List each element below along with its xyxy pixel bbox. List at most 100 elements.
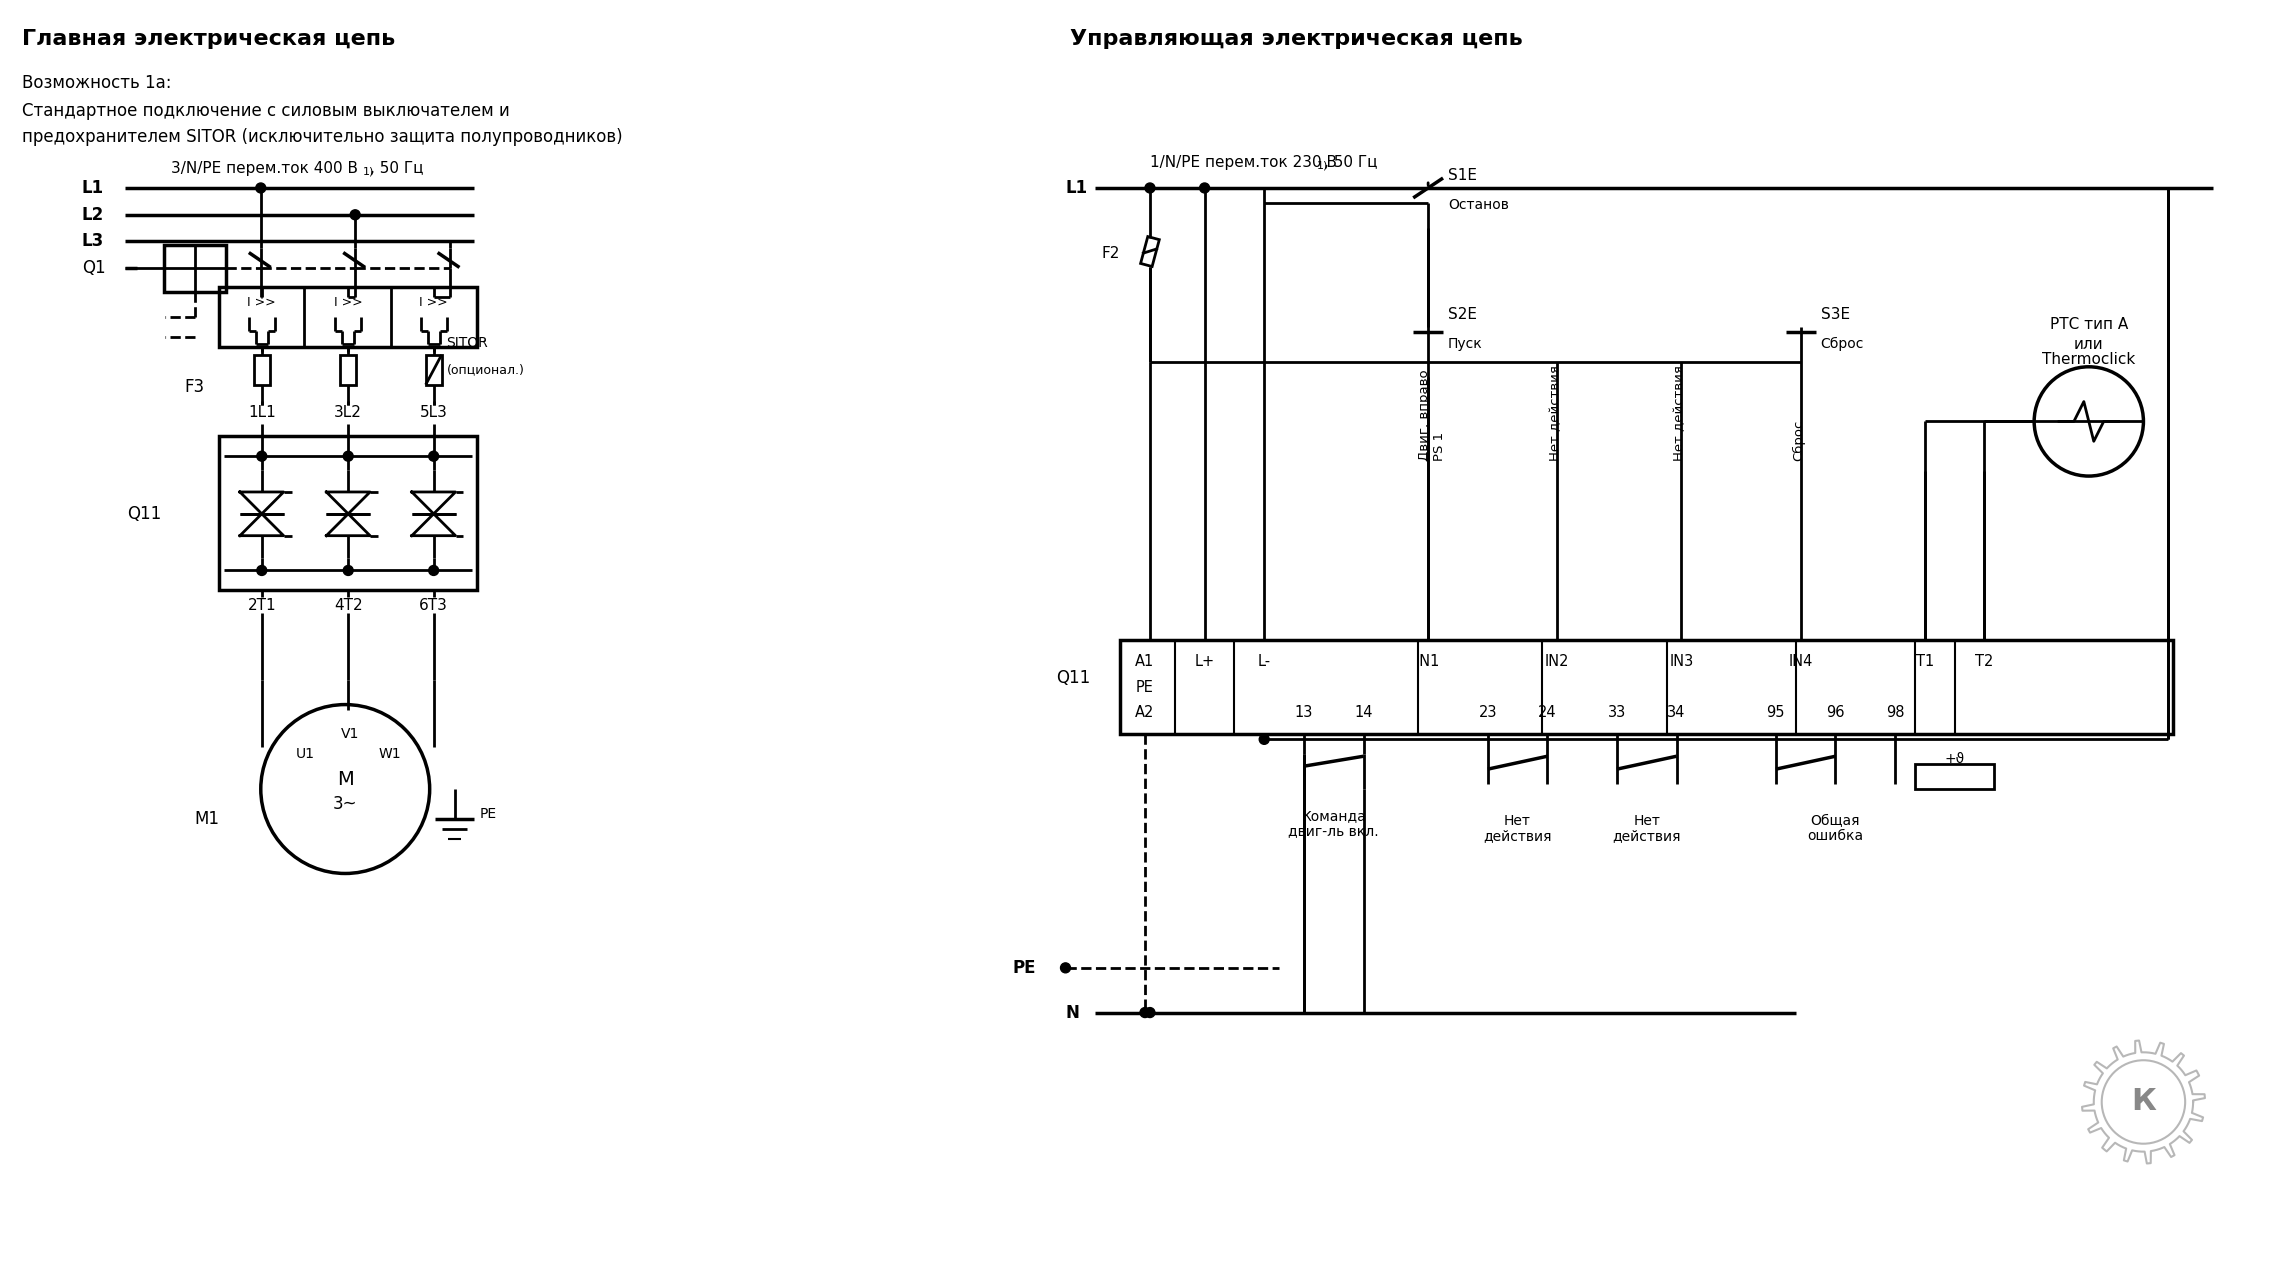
Text: 3/N/PE перем.ток 400 В: 3/N/PE перем.ток 400 В (171, 161, 359, 177)
Text: W1: W1 (379, 748, 402, 762)
Text: A1: A1 (1136, 654, 1154, 669)
Text: Нет: Нет (1504, 814, 1532, 828)
Text: M1: M1 (194, 810, 219, 828)
Text: PE: PE (1013, 959, 1036, 977)
Text: Q11: Q11 (128, 504, 162, 522)
Text: Главная электрическая цепь: Главная электрическая цепь (23, 29, 395, 49)
Text: L-: L- (1257, 654, 1271, 669)
Text: V1: V1 (341, 727, 359, 741)
Bar (219, 287, 478, 347)
Text: F3: F3 (185, 378, 203, 396)
Bar (425, 355, 441, 385)
Text: Сброс: Сброс (1792, 420, 1806, 461)
Bar (341, 355, 357, 385)
Circle shape (256, 452, 267, 461)
Text: Команда: Команда (1301, 809, 1367, 823)
Text: S2E: S2E (1447, 307, 1477, 323)
Bar (165, 244, 226, 292)
Text: PE: PE (480, 806, 496, 820)
Text: N: N (1065, 1004, 1079, 1021)
Circle shape (350, 210, 361, 220)
Text: U1: U1 (295, 748, 315, 762)
Text: S1E: S1E (1447, 168, 1477, 183)
Text: 96: 96 (1827, 705, 1845, 721)
Text: (опционал.): (опционал.) (446, 362, 523, 376)
Circle shape (1141, 1007, 1150, 1018)
Text: SITOR: SITOR (446, 335, 489, 349)
Text: Нет: Нет (1632, 814, 1660, 828)
Text: К: К (2131, 1088, 2156, 1116)
Text: предохранителем SITOR (исключительно защита полупроводников): предохранителем SITOR (исключительно защ… (23, 128, 624, 146)
Text: L1: L1 (82, 179, 105, 197)
Text: 3L2: 3L2 (334, 404, 361, 420)
Text: 13: 13 (1294, 705, 1312, 721)
Text: 34: 34 (1666, 705, 1685, 721)
Circle shape (1061, 963, 1070, 973)
Text: Q1: Q1 (82, 260, 105, 278)
Text: 95: 95 (1767, 705, 1785, 721)
Text: 24: 24 (1538, 705, 1557, 721)
Circle shape (261, 704, 430, 873)
Text: Общая: Общая (1811, 814, 1861, 828)
Text: Останов: Останов (1447, 198, 1509, 212)
Text: Двиг. вправо
PS 1: Двиг. вправо PS 1 (1417, 370, 1447, 461)
Text: A2: A2 (1136, 705, 1154, 721)
Text: действия: действия (1484, 828, 1552, 842)
Bar (254, 355, 270, 385)
Bar (219, 436, 478, 590)
Text: M: M (336, 769, 354, 788)
Circle shape (2101, 1060, 2185, 1144)
Text: Сброс: Сброс (1820, 337, 1863, 351)
Circle shape (1145, 1007, 1154, 1018)
Text: 1L1: 1L1 (247, 404, 277, 420)
Text: Возможность 1а:: Возможность 1а: (23, 74, 171, 92)
Text: Нет действия: Нет действия (1673, 365, 1687, 461)
Circle shape (256, 183, 265, 193)
Text: T2: T2 (1975, 654, 1993, 669)
Text: 5L3: 5L3 (421, 404, 448, 420)
Text: Стандартное подключение с силовым выключателем и: Стандартное подключение с силовым выключ… (23, 101, 510, 119)
Text: 98: 98 (1886, 705, 1904, 721)
Text: +ϑ: +ϑ (1945, 753, 1964, 767)
Circle shape (1200, 183, 1209, 193)
Circle shape (430, 452, 439, 461)
Circle shape (430, 566, 439, 576)
Text: 3~: 3~ (334, 795, 357, 813)
Text: 23: 23 (1479, 705, 1497, 721)
Text: Нет действия: Нет действия (1550, 365, 1561, 461)
Text: Thermoclick: Thermoclick (2041, 352, 2135, 367)
Text: T1: T1 (1916, 654, 1934, 669)
Text: I >>: I >> (418, 296, 448, 308)
Circle shape (1260, 735, 1269, 744)
Circle shape (2035, 367, 2144, 476)
Text: 4T2: 4T2 (334, 598, 363, 613)
Bar (1141, 237, 1159, 266)
Text: , 50 Гц: , 50 Гц (1324, 155, 1378, 170)
Text: F2: F2 (1102, 246, 1120, 261)
Text: IN2: IN2 (1545, 654, 1570, 669)
Text: I >>: I >> (334, 296, 363, 308)
Text: действия: действия (1612, 828, 1680, 842)
Text: I >>: I >> (247, 296, 277, 308)
Text: IN1: IN1 (1415, 654, 1440, 669)
Text: L3: L3 (82, 232, 105, 250)
Text: L2: L2 (82, 206, 105, 224)
Text: или: или (2073, 337, 2103, 352)
Text: L1: L1 (1065, 179, 1088, 197)
Text: S3E: S3E (1820, 307, 1849, 323)
Text: PE: PE (1136, 680, 1154, 695)
Text: 1/N/PE перем.ток 230 В: 1/N/PE перем.ток 230 В (1150, 155, 1337, 170)
Text: L+: L+ (1196, 654, 1214, 669)
Text: 6T3: 6T3 (418, 598, 448, 613)
Text: двиг-ль вкл.: двиг-ль вкл. (1289, 824, 1378, 838)
Circle shape (343, 452, 352, 461)
Text: ошибка: ошибка (1808, 828, 1863, 842)
Text: IN3: IN3 (1669, 654, 1694, 669)
Bar (1916, 764, 1993, 788)
Text: 1): 1) (1317, 160, 1328, 170)
Text: РТС тип А: РТС тип А (2051, 317, 2128, 332)
Circle shape (1145, 183, 1154, 193)
Text: 2T1: 2T1 (247, 598, 277, 613)
Text: Управляющая электрическая цепь: Управляющая электрическая цепь (1070, 29, 1522, 49)
Circle shape (256, 566, 267, 576)
